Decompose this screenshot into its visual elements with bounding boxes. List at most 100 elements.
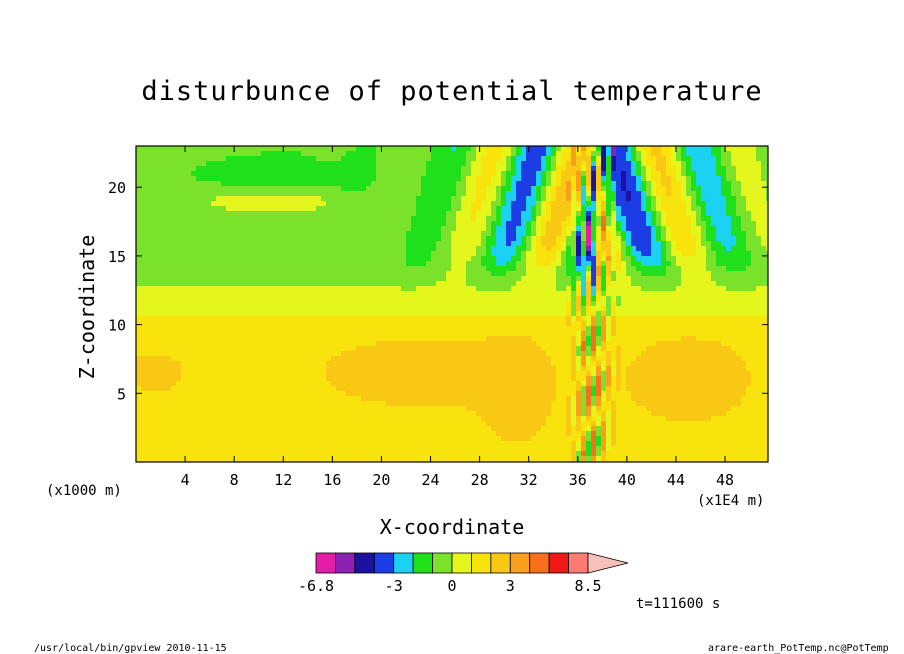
field-cell bbox=[561, 316, 566, 321]
field-cell bbox=[491, 201, 496, 206]
field-cell bbox=[301, 146, 306, 151]
field-cell bbox=[276, 321, 281, 326]
field-cell bbox=[376, 191, 381, 196]
field-cell bbox=[151, 196, 156, 201]
field-cell bbox=[571, 166, 576, 171]
field-cell bbox=[566, 286, 571, 291]
field-cell bbox=[686, 286, 691, 291]
field-cell bbox=[701, 186, 706, 191]
field-cell bbox=[371, 196, 376, 201]
field-cell bbox=[276, 181, 281, 186]
field-cell bbox=[401, 156, 406, 161]
field-cell bbox=[631, 196, 636, 201]
field-cell bbox=[476, 156, 481, 161]
field-cell bbox=[431, 266, 436, 271]
field-cell bbox=[181, 206, 186, 211]
field-cell bbox=[671, 271, 676, 276]
field-cell bbox=[291, 221, 296, 226]
field-cell bbox=[326, 211, 331, 216]
field-cell bbox=[706, 221, 711, 226]
field-cell bbox=[541, 196, 546, 201]
field-cell bbox=[171, 281, 176, 286]
field-cell bbox=[601, 316, 606, 321]
field-cell bbox=[591, 156, 596, 161]
field-cell bbox=[361, 176, 366, 181]
field-cell bbox=[416, 321, 421, 326]
field-cell bbox=[296, 241, 301, 246]
field-cell bbox=[161, 291, 166, 296]
field-cell bbox=[306, 336, 311, 341]
field-cell bbox=[686, 146, 691, 151]
field-cell bbox=[351, 256, 356, 261]
field-cell bbox=[216, 191, 221, 196]
field-cell bbox=[566, 206, 571, 211]
field-cell bbox=[611, 321, 616, 326]
field-cell bbox=[551, 166, 556, 171]
field-cell bbox=[571, 256, 576, 261]
field-cell bbox=[631, 246, 636, 251]
field-cell bbox=[616, 326, 621, 331]
field-cell bbox=[496, 271, 501, 276]
field-cell bbox=[271, 246, 276, 251]
field-cell bbox=[311, 156, 316, 161]
field-cell bbox=[651, 316, 656, 321]
field-cell bbox=[281, 266, 286, 271]
field-cell bbox=[596, 266, 601, 271]
field-cell bbox=[631, 231, 636, 236]
field-cell bbox=[536, 156, 541, 161]
field-cell bbox=[311, 326, 316, 331]
field-cell bbox=[701, 271, 706, 276]
field-cell bbox=[486, 301, 491, 306]
field-cell bbox=[746, 246, 751, 251]
field-cell bbox=[386, 206, 391, 211]
field-cell bbox=[276, 336, 281, 341]
field-cell bbox=[761, 241, 766, 246]
field-cell bbox=[426, 191, 431, 196]
field-cell bbox=[596, 296, 601, 301]
field-cell bbox=[731, 316, 736, 321]
field-cell bbox=[226, 191, 231, 196]
field-cell bbox=[736, 156, 741, 161]
field-cell bbox=[406, 261, 411, 266]
field-cell bbox=[201, 221, 206, 226]
field-cell bbox=[501, 296, 506, 301]
field-cell bbox=[326, 216, 331, 221]
field-cell bbox=[541, 191, 546, 196]
field-cell bbox=[526, 331, 531, 336]
field-cell bbox=[696, 151, 701, 156]
field-cell bbox=[571, 211, 576, 216]
field-cell bbox=[366, 176, 371, 181]
field-cell bbox=[366, 311, 371, 316]
field-cell bbox=[416, 236, 421, 241]
field-cell bbox=[496, 291, 501, 296]
field-cell bbox=[761, 146, 766, 151]
field-cell bbox=[166, 166, 171, 171]
field-cell bbox=[566, 226, 571, 231]
field-cell bbox=[311, 246, 316, 251]
field-cell bbox=[466, 206, 471, 211]
field-cell bbox=[511, 301, 516, 306]
field-cell bbox=[526, 281, 531, 286]
field-cell bbox=[596, 216, 601, 221]
field-cell bbox=[486, 146, 491, 151]
field-cell bbox=[331, 271, 336, 276]
field-cell bbox=[366, 326, 371, 331]
field-cell bbox=[386, 291, 391, 296]
field-cell bbox=[251, 276, 256, 281]
field-cell bbox=[586, 241, 591, 246]
field-cell bbox=[341, 296, 346, 301]
field-cell bbox=[316, 196, 321, 201]
field-cell bbox=[431, 201, 436, 206]
field-cell bbox=[521, 171, 526, 176]
field-cell bbox=[321, 161, 326, 166]
field-cell bbox=[716, 156, 721, 161]
field-cell bbox=[741, 331, 746, 336]
field-cell bbox=[766, 221, 768, 226]
field-cell bbox=[361, 156, 366, 161]
field-cell bbox=[396, 211, 401, 216]
field-cell bbox=[576, 231, 581, 236]
field-cell bbox=[371, 251, 376, 256]
field-cell bbox=[266, 301, 271, 306]
field-cell bbox=[146, 306, 151, 311]
field-cell bbox=[526, 321, 531, 326]
